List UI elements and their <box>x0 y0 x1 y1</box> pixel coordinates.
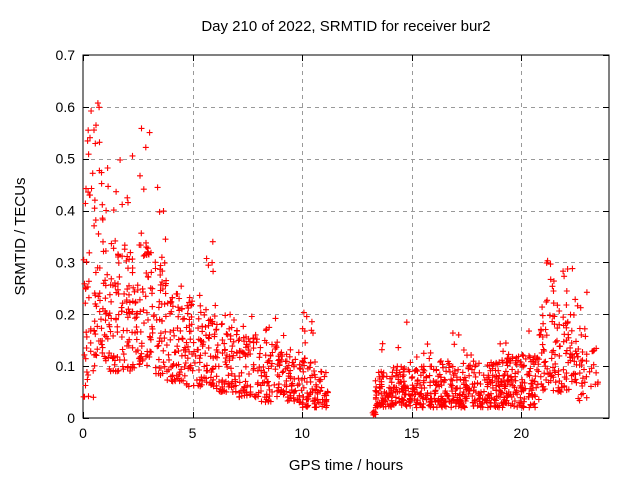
svg-text:0.3: 0.3 <box>56 254 76 270</box>
svg-text:0.6: 0.6 <box>56 99 76 115</box>
axis-ticks <box>83 55 609 419</box>
svg-text:0.2: 0.2 <box>56 306 76 322</box>
svg-text:0.4: 0.4 <box>56 203 76 219</box>
y-tick-labels: 0 0.1 0.2 0.3 0.4 0.5 0.6 0.7 <box>56 47 76 426</box>
grid-lines <box>83 55 609 418</box>
svg-text:0.5: 0.5 <box>56 151 76 167</box>
svg-text:15: 15 <box>404 425 420 441</box>
svg-text:20: 20 <box>514 425 530 441</box>
y-axis-label: SRMTID / TECUs <box>12 177 29 295</box>
svg-text:0.1: 0.1 <box>56 358 76 374</box>
svg-text:10: 10 <box>294 425 310 441</box>
plot-border <box>82 54 610 419</box>
x-tick-labels: 0 5 10 15 20 <box>79 425 529 441</box>
svg-text:0: 0 <box>79 425 87 441</box>
x-axis-label: GPS time / hours <box>289 457 403 474</box>
svg-text:5: 5 <box>189 425 197 441</box>
chart-title: Day 210 of 2022, SRMTID for receiver bur… <box>201 18 490 35</box>
scatter-points <box>80 100 601 418</box>
svg-text:0: 0 <box>67 410 75 426</box>
svg-text:0.7: 0.7 <box>56 47 76 63</box>
